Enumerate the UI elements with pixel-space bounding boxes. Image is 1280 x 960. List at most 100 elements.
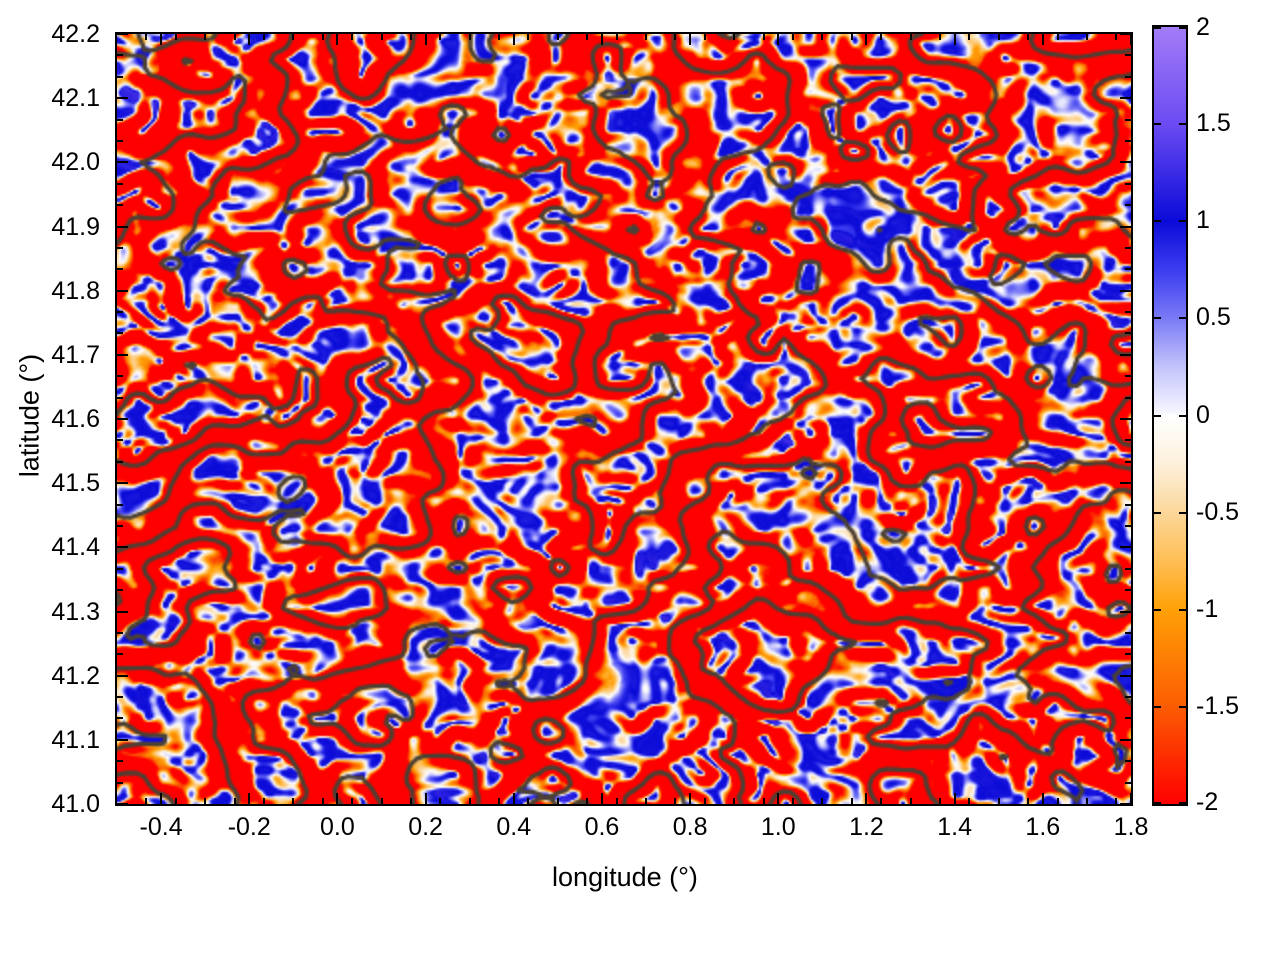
y-tick-major [117, 546, 128, 549]
y-tick-major-right [1120, 803, 1131, 804]
x-tick-minor [968, 798, 971, 804]
y-tick-label: 41.7 [51, 340, 100, 369]
x-tick-minor [292, 798, 295, 804]
colorbar-tick-label: -1 [1196, 594, 1219, 623]
x-tick-minor-top [909, 34, 912, 40]
y-tick-minor-right [1125, 75, 1131, 78]
x-tick-major [600, 793, 603, 804]
y-tick-label: 42.2 [51, 20, 100, 48]
y-tick-major-right [1120, 225, 1131, 228]
x-tick-minor [468, 798, 471, 804]
x-tick-major-top [424, 34, 427, 45]
x-tick-minor [145, 798, 148, 804]
y-tick-major [117, 803, 128, 804]
x-tick-label: 0.8 [672, 813, 708, 841]
y-tick-major-right [1120, 97, 1131, 100]
colorbar-tick-label: 1 [1196, 206, 1210, 235]
y-tick-minor [117, 781, 123, 784]
x-tick-minor-top [351, 34, 354, 40]
x-tick-minor [439, 798, 442, 804]
x-tick-minor [850, 798, 853, 804]
y-tick-minor [117, 460, 123, 463]
y-tick-minor-right [1125, 503, 1131, 506]
x-tick-minor-top [262, 34, 265, 40]
y-tick-minor-right [1125, 696, 1131, 699]
x-tick-minor-top [1085, 34, 1088, 40]
x-tick-major-top [777, 34, 780, 45]
y-tick-minor [117, 54, 123, 57]
x-tick-minor-top [468, 34, 471, 40]
x-tick-minor-top [968, 34, 971, 40]
y-tick-major-right [1120, 418, 1131, 420]
x-tick-minor [233, 798, 236, 804]
x-tick-minor-top [321, 34, 324, 40]
y-tick-minor [117, 589, 123, 592]
x-tick-major [336, 793, 339, 804]
y-tick-minor [117, 717, 123, 720]
x-tick-major-top [865, 34, 868, 45]
y-tick-label: 41.5 [51, 469, 100, 498]
x-tick-minor-top [850, 34, 853, 40]
x-tick-major-top [512, 34, 515, 45]
y-tick-minor-right [1125, 268, 1131, 271]
colorbar-tick-right [1179, 511, 1188, 514]
x-tick-minor [527, 798, 530, 804]
y-tick-minor-right [1125, 567, 1131, 570]
y-tick-minor-right [1125, 204, 1131, 207]
x-tick-minor [1056, 798, 1059, 804]
x-tick-minor-top [556, 34, 559, 40]
y-tick-major-right [1120, 353, 1131, 356]
x-tick-minor-top [733, 34, 736, 40]
x-tick-minor [351, 798, 354, 804]
y-tick-minor-right [1125, 460, 1131, 463]
colorbar-tick-right [1179, 123, 1188, 126]
plot-area[interactable] [115, 32, 1133, 806]
colorbar-tick-right [1179, 27, 1188, 29]
x-tick-major [777, 793, 780, 804]
y-tick-major [117, 353, 128, 356]
y-tick-label: 41.8 [51, 276, 100, 305]
x-tick-minor [586, 798, 589, 804]
y-tick-minor [117, 311, 123, 314]
x-tick-minor [762, 798, 765, 804]
x-tick-major-top [248, 34, 251, 45]
y-tick-label: 41.0 [51, 790, 100, 818]
y-tick-minor-right [1125, 396, 1131, 399]
x-tick-minor-top [821, 34, 824, 40]
x-tick-major [160, 793, 163, 804]
x-tick-minor [703, 798, 706, 804]
y-tick-major-right [1120, 738, 1131, 741]
y-tick-minor [117, 396, 123, 399]
x-tick-major-top [1130, 34, 1131, 45]
y-tick-label: 41.4 [51, 533, 100, 562]
x-tick-minor [880, 798, 883, 804]
y-tick-major [117, 225, 128, 228]
colorbar-tick-right [1179, 705, 1188, 708]
y-tick-minor [117, 204, 123, 207]
y-tick-major [117, 161, 128, 164]
y-tick-minor [117, 439, 123, 442]
y-tick-minor-right [1125, 439, 1131, 442]
x-tick-minor-top [174, 34, 177, 40]
x-tick-major-top [336, 34, 339, 45]
x-tick-minor [674, 798, 677, 804]
y-tick-label: 41.1 [51, 725, 100, 754]
y-tick-minor [117, 567, 123, 570]
y-tick-minor-right [1125, 311, 1131, 314]
y-tick-major-right [1120, 674, 1131, 677]
x-tick-major [953, 793, 956, 804]
x-tick-minor [645, 798, 648, 804]
y-tick-minor-right [1125, 118, 1131, 121]
x-tick-label: 0.0 [320, 813, 355, 841]
colorbar-tick-label: 2 [1196, 13, 1210, 41]
y-tick-minor [117, 332, 123, 335]
x-tick-minor-top [880, 34, 883, 40]
colorbar-tick [1152, 220, 1161, 223]
y-tick-minor-right [1125, 760, 1131, 763]
colorbar-tick-label: 1.5 [1196, 109, 1231, 138]
y-tick-major-right [1120, 482, 1131, 485]
x-tick-label: -0.4 [139, 813, 183, 841]
y-tick-minor-right [1125, 54, 1131, 57]
x-tick-major [865, 793, 868, 804]
y-tick-minor [117, 760, 123, 763]
